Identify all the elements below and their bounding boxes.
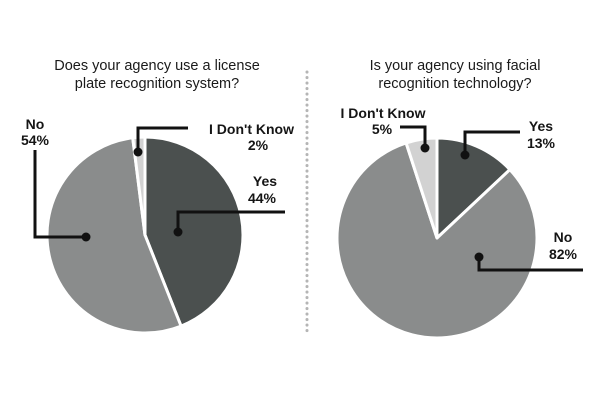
- value-dont-know: 5%: [372, 121, 393, 137]
- callout-dot-dont-know: [420, 143, 430, 153]
- chart-2-title-line-2: recognition technology?: [378, 76, 531, 92]
- chart-1-leader-lines: [33, 126, 285, 239]
- pie-chart-facial-recognition: [335, 136, 539, 340]
- pie-slice-i-don-t-know: [404, 136, 439, 240]
- callout-dot-dont-know: [133, 147, 143, 157]
- chart-1-title-line-2: plate recognition system?: [75, 76, 239, 92]
- callout-dot-no: [81, 232, 91, 242]
- leader-line-dont-know: [400, 125, 427, 148]
- label-dont-know: I Don't Know: [341, 105, 426, 121]
- pie-slice-yes: [143, 135, 245, 328]
- pie-slice-yes: [435, 136, 512, 240]
- pie-slice-no: [335, 141, 539, 340]
- callout-dot-yes: [173, 227, 183, 237]
- leader-line-dont-know: [136, 126, 188, 152]
- label-dont-know: I Don't Know: [209, 121, 294, 137]
- value-yes: 44%: [248, 190, 277, 206]
- label-no: No: [26, 116, 45, 132]
- pie-slice-no: [45, 136, 183, 335]
- chart-2-title-line-1: Is your agency using facial: [370, 58, 541, 74]
- chart-1-title-line-1: Does your agency use a license: [54, 58, 260, 74]
- label-no: No: [554, 229, 573, 245]
- leader-line-yes: [176, 210, 285, 232]
- label-yes: Yes: [529, 118, 553, 134]
- value-yes: 13%: [527, 135, 556, 151]
- value-no: 82%: [549, 246, 578, 262]
- callout-dot-no: [474, 252, 484, 262]
- pie-chart-license-plate: [45, 135, 245, 335]
- value-dont-know: 2%: [248, 137, 269, 153]
- value-no: 54%: [21, 132, 50, 148]
- label-yes: Yes: [253, 173, 277, 189]
- leader-line-no: [33, 150, 86, 239]
- callout-dot-yes: [460, 150, 470, 160]
- leader-line-yes: [463, 130, 520, 155]
